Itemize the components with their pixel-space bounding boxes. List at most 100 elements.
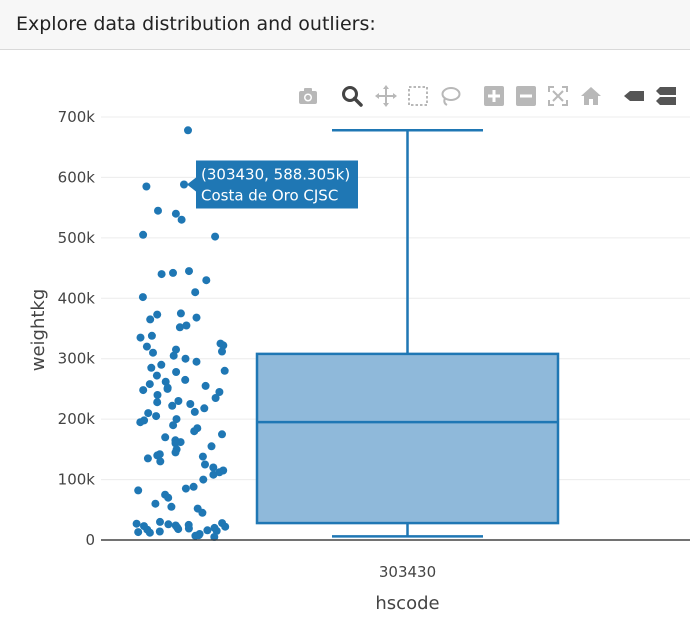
data-point[interactable] xyxy=(174,397,183,405)
data-point[interactable] xyxy=(207,442,216,451)
camera-icon[interactable] xyxy=(296,84,320,108)
data-point[interactable] xyxy=(190,407,199,416)
box-iqr[interactable] xyxy=(255,352,560,525)
data-point[interactable] xyxy=(184,524,193,533)
data-point[interactable] xyxy=(211,232,220,241)
data-point[interactable] xyxy=(169,268,177,277)
data-point[interactable] xyxy=(156,457,165,466)
data-point[interactable] xyxy=(152,371,161,380)
data-point[interactable] xyxy=(142,342,151,351)
data-point[interactable] xyxy=(136,418,145,427)
data-point[interactable] xyxy=(218,347,226,356)
data-point[interactable] xyxy=(201,460,209,469)
data-point[interactable] xyxy=(153,391,162,399)
data-point[interactable] xyxy=(142,182,151,191)
data-point[interactable] xyxy=(153,310,162,319)
data-point[interactable] xyxy=(215,388,224,396)
data-point[interactable] xyxy=(167,502,176,511)
data-point[interactable] xyxy=(168,401,177,410)
data-point[interactable] xyxy=(152,412,161,421)
pan-icon[interactable] xyxy=(374,84,398,108)
data-point[interactable] xyxy=(139,230,148,239)
data-point[interactable] xyxy=(143,454,152,463)
data-point[interactable] xyxy=(186,400,195,408)
data-point[interactable] xyxy=(157,360,166,369)
data-point[interactable] xyxy=(146,315,155,324)
data-point[interactable] xyxy=(139,386,148,395)
data-point[interactable] xyxy=(149,348,157,357)
data-point[interactable] xyxy=(154,206,162,215)
data-point[interactable] xyxy=(171,439,180,448)
data-point[interactable] xyxy=(172,415,181,424)
data-point[interactable] xyxy=(174,525,183,534)
reset-axes-icon[interactable] xyxy=(579,84,603,108)
data-point[interactable] xyxy=(171,209,180,218)
data-point[interactable] xyxy=(199,475,208,484)
data-point[interactable] xyxy=(153,451,162,460)
data-point[interactable] xyxy=(151,499,160,508)
data-point[interactable] xyxy=(181,375,190,384)
data-point[interactable] xyxy=(209,463,218,472)
data-point[interactable] xyxy=(181,484,190,493)
data-point[interactable] xyxy=(181,354,190,363)
autoscale-icon[interactable] xyxy=(546,84,570,108)
data-point[interactable] xyxy=(198,452,207,461)
data-point[interactable] xyxy=(212,526,221,535)
data-point[interactable] xyxy=(132,519,141,528)
data-point[interactable] xyxy=(169,421,178,430)
zoom-out-icon[interactable] xyxy=(514,84,538,108)
data-point[interactable] xyxy=(172,368,181,376)
data-point[interactable] xyxy=(219,341,228,350)
data-point[interactable] xyxy=(147,363,156,372)
data-point[interactable] xyxy=(147,331,156,340)
data-point[interactable] xyxy=(145,528,154,537)
data-point[interactable] xyxy=(202,276,211,285)
data-point[interactable] xyxy=(200,404,209,413)
lasso-select-icon[interactable] xyxy=(438,84,462,108)
box-plot-chart[interactable]: 0 100k 200k 300k 400k 500k 600k 700k 303430 hsc… xyxy=(0,50,690,622)
data-point[interactable] xyxy=(201,381,210,390)
data-point[interactable] xyxy=(184,126,192,135)
data-point[interactable] xyxy=(180,180,188,189)
data-point[interactable] xyxy=(192,357,201,366)
zoom-in-icon[interactable] xyxy=(482,84,506,108)
hover-closest-icon[interactable] xyxy=(622,84,646,108)
data-point[interactable] xyxy=(209,470,218,479)
data-point[interactable] xyxy=(215,468,224,477)
data-point[interactable] xyxy=(155,527,164,536)
data-point[interactable] xyxy=(218,430,226,439)
hover-compare-icon[interactable] xyxy=(654,84,678,108)
data-point[interactable] xyxy=(138,293,147,302)
data-point[interactable] xyxy=(190,427,199,436)
box-trace[interactable] xyxy=(255,129,560,538)
data-point[interactable] xyxy=(185,267,193,276)
data-point[interactable] xyxy=(134,486,143,495)
data-point[interactable] xyxy=(164,520,173,529)
data-point[interactable] xyxy=(175,323,184,332)
data-point[interactable] xyxy=(156,517,164,526)
data-point[interactable] xyxy=(172,345,180,354)
zoom-icon[interactable] xyxy=(340,84,364,108)
data-point[interactable] xyxy=(169,351,178,360)
data-point[interactable] xyxy=(198,508,207,517)
data-point[interactable] xyxy=(220,366,229,375)
data-point[interactable] xyxy=(191,531,200,540)
data-point[interactable] xyxy=(191,288,200,297)
data-point[interactable] xyxy=(171,448,180,457)
data-point[interactable] xyxy=(210,533,219,541)
data-point[interactable] xyxy=(192,313,201,322)
data-point[interactable] xyxy=(153,398,162,407)
data-point[interactable] xyxy=(203,526,212,535)
data-point[interactable] xyxy=(189,482,198,491)
data-point[interactable] xyxy=(145,380,154,389)
data-point[interactable] xyxy=(144,409,153,418)
data-point[interactable] xyxy=(211,394,220,402)
data-point[interactable] xyxy=(136,333,145,342)
box-select-icon[interactable] xyxy=(406,84,430,108)
data-points[interactable] xyxy=(132,126,230,541)
data-point[interactable] xyxy=(176,309,185,318)
data-point[interactable] xyxy=(182,321,191,330)
data-point[interactable] xyxy=(134,528,143,537)
data-point[interactable] xyxy=(164,493,173,502)
data-point[interactable] xyxy=(177,215,186,224)
